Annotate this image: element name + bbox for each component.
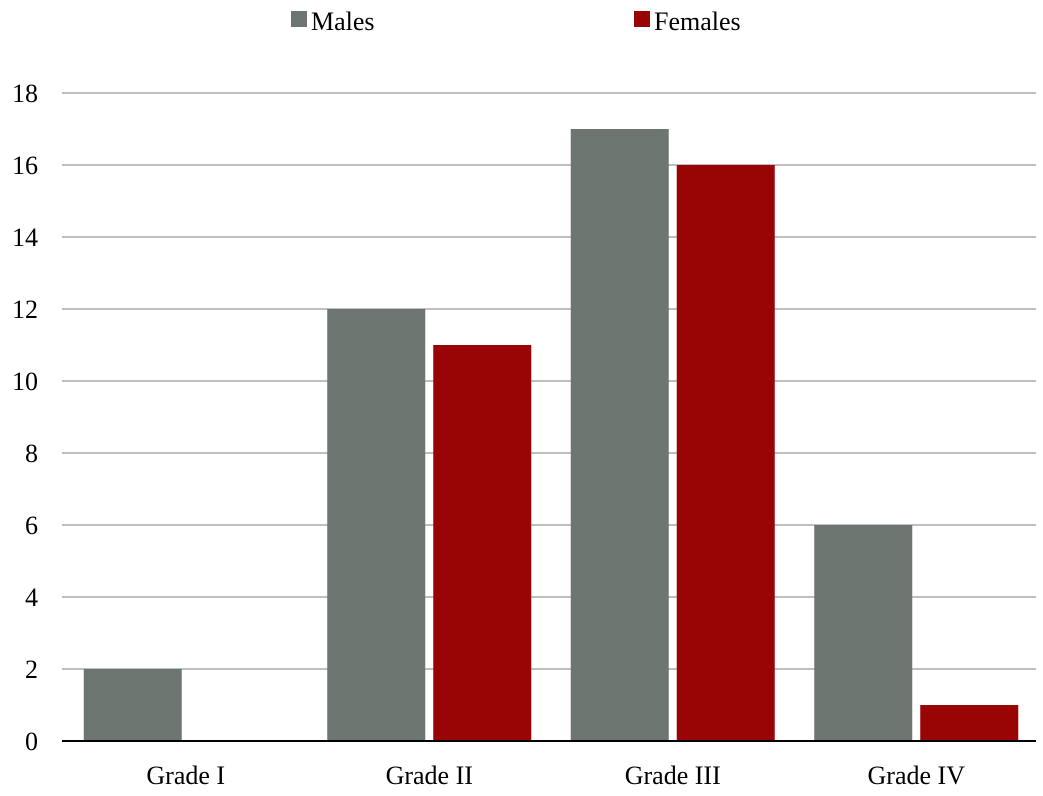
gridlines	[62, 92, 1036, 670]
x-axis-category-labels: Grade I Grade II Grade III Grade IV	[146, 761, 965, 790]
y-tick-label: 12	[12, 295, 38, 324]
bar-females-grade-ii	[433, 345, 532, 741]
x-category-label: Grade I	[146, 761, 225, 790]
x-category-label: Grade II	[386, 761, 473, 790]
y-tick-label: 4	[25, 583, 38, 612]
y-tick-label: 2	[25, 655, 38, 684]
legend-swatch-females	[634, 11, 650, 27]
x-category-label: Grade IV	[868, 761, 966, 790]
y-tick-label: 14	[12, 223, 38, 252]
legend-label-males: Males	[311, 7, 375, 36]
bar-males-grade-i	[83, 669, 182, 741]
legend-label-females: Females	[654, 7, 741, 36]
y-tick-label: 0	[25, 727, 38, 756]
legend: Males Females	[291, 7, 741, 36]
bar-males-grade-ii	[327, 309, 426, 741]
y-tick-label: 18	[12, 79, 38, 108]
y-axis-tick-labels: 0 2 4 6 8 10 12 14 16 18	[12, 79, 38, 756]
legend-swatch-males	[291, 11, 307, 27]
bar-females-grade-iii	[676, 165, 775, 741]
y-tick-label: 10	[12, 367, 38, 396]
y-tick-label: 16	[12, 151, 38, 180]
bars	[83, 129, 1019, 741]
bar-males-grade-iii	[570, 129, 669, 741]
y-tick-label: 6	[25, 511, 38, 540]
bar-females-grade-iv	[920, 705, 1019, 741]
x-category-label: Grade III	[625, 761, 721, 790]
y-tick-label: 8	[25, 439, 38, 468]
bar-males-grade-iv	[814, 525, 913, 741]
